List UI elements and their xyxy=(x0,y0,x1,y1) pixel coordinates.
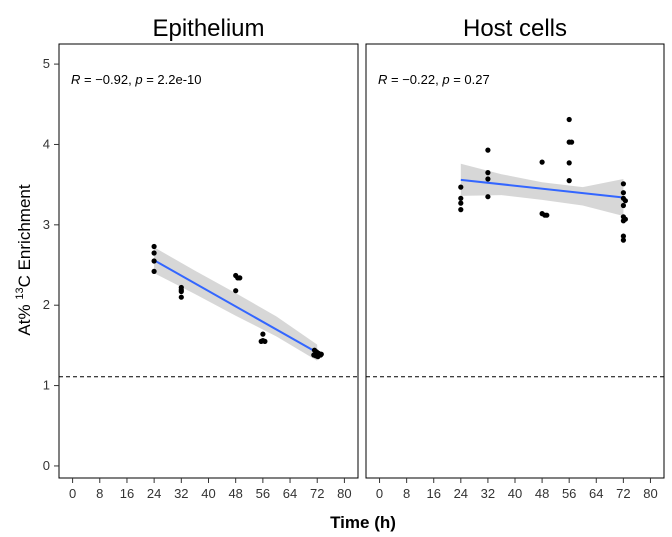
x-tick-label: 48 xyxy=(535,486,549,501)
data-point xyxy=(620,190,627,196)
x-tick-label: 0 xyxy=(376,486,383,501)
x-tick-label: 24 xyxy=(147,486,161,501)
y-tick-label: 4 xyxy=(43,136,50,151)
stat-value: 0.27 xyxy=(464,72,489,87)
data-point xyxy=(318,351,324,357)
data-point xyxy=(566,116,572,123)
x-tick-label: 80 xyxy=(643,486,657,501)
y-tick-label: 3 xyxy=(43,217,50,232)
data-point xyxy=(485,170,491,176)
y-axis-title-superscript: 13 xyxy=(14,287,26,299)
panel-1: Host cells R = −0.22, p = 0.27 0 8 16 24 32 40 4… xyxy=(365,15,665,501)
data-point xyxy=(620,237,627,243)
data-point xyxy=(151,243,157,250)
data-point xyxy=(566,160,572,166)
panel-title: Epithelium xyxy=(152,15,264,42)
regression-line xyxy=(153,259,318,354)
x-tick-label: 0 xyxy=(69,486,76,501)
data-point xyxy=(151,258,157,264)
y-tick-label: 0 xyxy=(43,458,50,473)
data-point xyxy=(566,178,572,184)
stat-text: , xyxy=(128,72,135,87)
y-tick-label: 2 xyxy=(43,297,50,312)
data-point xyxy=(620,218,627,224)
x-tick-label: 16 xyxy=(120,486,134,501)
data-point xyxy=(458,207,464,213)
stat-value: −0.92 xyxy=(95,72,128,87)
x-tick-label: 72 xyxy=(616,486,630,501)
y-axis-title-prefix: At% xyxy=(15,300,34,336)
data-point xyxy=(539,159,545,165)
confidence-band xyxy=(154,247,318,361)
x-tick-label: 64 xyxy=(589,486,603,501)
data-point xyxy=(485,147,491,153)
data-point xyxy=(151,268,157,274)
data-point xyxy=(233,288,239,294)
data-point xyxy=(458,195,464,201)
data-point xyxy=(178,294,184,300)
data-point xyxy=(620,181,627,187)
y-axis-title-suffix: C Enrichment xyxy=(15,184,34,287)
data-point xyxy=(544,212,550,218)
stat-text: , xyxy=(435,72,442,87)
stat-text: = xyxy=(387,72,402,87)
x-tick-label: 24 xyxy=(454,486,468,501)
correlation-label: R = −0.92, p = 2.2e-10 xyxy=(71,72,202,87)
x-tick-label: 40 xyxy=(201,486,215,501)
data-point xyxy=(178,288,184,295)
data-point xyxy=(237,275,243,281)
data-point xyxy=(569,139,575,145)
stat-text: R xyxy=(378,72,387,87)
confidence-band xyxy=(460,163,624,216)
regression-line xyxy=(460,178,624,199)
stat-value: 2.2e-10 xyxy=(157,72,201,87)
data-point xyxy=(258,338,264,344)
x-tick-label: 48 xyxy=(228,486,242,501)
stat-text: p xyxy=(441,72,449,87)
x-tick-label: 56 xyxy=(562,486,576,501)
stat-text: R xyxy=(71,72,80,87)
data-point xyxy=(458,200,464,206)
data-point xyxy=(151,250,157,256)
stat-text: = xyxy=(450,72,465,87)
data-point xyxy=(262,338,268,344)
x-tick-label: 72 xyxy=(310,486,324,501)
y-tick-label: 1 xyxy=(43,378,50,393)
data-point xyxy=(620,233,627,239)
x-tick-label: 56 xyxy=(256,486,270,501)
y-tick-label: 5 xyxy=(43,56,50,71)
correlation-label: R = −0.22, p = 0.27 xyxy=(378,72,490,87)
data-point xyxy=(620,202,627,209)
x-tick-label: 16 xyxy=(426,486,440,501)
x-axis-title: Time (h) xyxy=(330,513,396,532)
x-tick-label: 32 xyxy=(481,486,495,501)
data-point xyxy=(260,331,266,337)
data-point xyxy=(622,198,629,204)
data-point xyxy=(458,184,464,190)
data-point xyxy=(485,176,491,182)
stat-value: −0.22 xyxy=(402,72,435,87)
data-point xyxy=(311,352,317,358)
x-tick-label: 40 xyxy=(508,486,522,501)
x-tick-label: 8 xyxy=(96,486,103,501)
x-tick-label: 8 xyxy=(403,486,410,501)
panel-title: Host cells xyxy=(463,15,567,42)
x-tick-label: 32 xyxy=(174,486,188,501)
y-axis-title: At% 13C Enrichment xyxy=(14,184,34,335)
stat-text: p xyxy=(134,72,142,87)
x-tick-label: 64 xyxy=(283,486,297,501)
stat-text: = xyxy=(80,72,95,87)
data-point xyxy=(485,194,491,200)
stat-text: = xyxy=(143,72,158,87)
x-tick-label: 80 xyxy=(337,486,351,501)
